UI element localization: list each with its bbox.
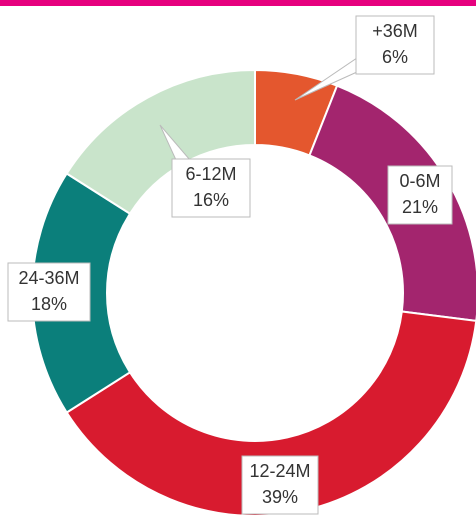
category-label: 0-6M — [399, 171, 440, 191]
value-label: 39% — [262, 487, 298, 507]
category-label: 24-36M — [18, 268, 79, 288]
label-box — [241, 455, 319, 515]
label-box — [387, 165, 453, 225]
label-box — [7, 262, 91, 322]
label-box — [171, 158, 251, 218]
value-label: 6% — [382, 47, 408, 67]
callout-pointer-cover — [357, 58, 359, 72]
category-label: +36M — [372, 21, 418, 41]
callout-pointer-cover — [176, 160, 190, 162]
top-bar — [0, 0, 476, 6]
category-label: 6-12M — [185, 164, 236, 184]
value-label: 18% — [31, 294, 67, 314]
label-box — [355, 15, 435, 75]
category-label: 12-24M — [249, 461, 310, 481]
value-label: 21% — [402, 197, 438, 217]
value-label: 16% — [193, 190, 229, 210]
donut-slice — [65, 310, 476, 517]
donut-slice — [65, 68, 256, 216]
